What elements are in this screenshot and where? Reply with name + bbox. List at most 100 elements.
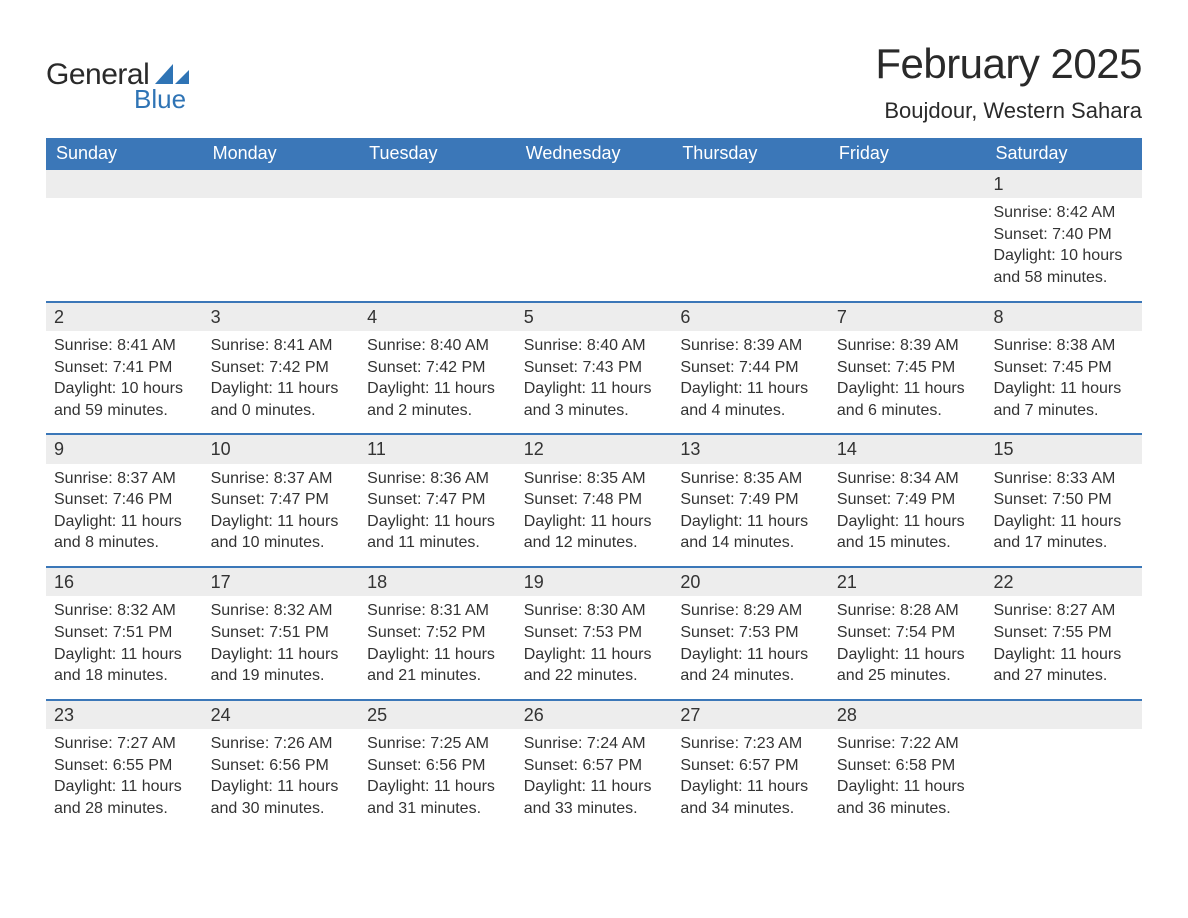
- daylight-line: Daylight: 11 hours and 6 minutes.: [837, 378, 978, 421]
- month-title: February 2025: [875, 40, 1142, 88]
- day-cell: 25 Sunrise: 7:25 AMSunset: 6:56 PMDayligh…: [359, 701, 516, 832]
- sunrise-line: Sunrise: 7:22 AM: [837, 733, 978, 755]
- day-body: [829, 198, 986, 214]
- weekday-header: Friday: [829, 138, 986, 170]
- day-number: 14: [829, 435, 986, 463]
- logo-blue-text: Blue: [134, 84, 186, 115]
- day-cell: [672, 170, 829, 301]
- sunset-line: Sunset: 6:56 PM: [211, 755, 352, 777]
- day-cell: 4Sunrise: 8:40 AMSunset: 7:42 PMDaylight…: [359, 303, 516, 434]
- sunrise-line: Sunrise: 8:32 AM: [54, 600, 195, 622]
- day-number: 11: [359, 435, 516, 463]
- sunrise-line: Sunrise: 8:40 AM: [367, 335, 508, 357]
- sunrise-line: Sunrise: 8:40 AM: [524, 335, 665, 357]
- sunrise-line: Sunrise: 8:35 AM: [524, 468, 665, 490]
- daylight-line: Daylight: 11 hours and 8 minutes.: [54, 511, 195, 554]
- week-row: 16Sunrise: 8:32 AMSunset: 7:51 PMDayligh…: [46, 566, 1142, 699]
- sunrise-line: Sunrise: 8:37 AM: [211, 468, 352, 490]
- sunrise-line: Sunrise: 8:39 AM: [837, 335, 978, 357]
- daylight-line: Daylight: 10 hours and 58 minutes.: [993, 245, 1134, 288]
- day-number: 16: [46, 568, 203, 596]
- daylight-line: Daylight: 11 hours and 7 minutes.: [993, 378, 1134, 421]
- day-cell: 13Sunrise: 8:35 AMSunset: 7:49 PMDayligh…: [672, 435, 829, 566]
- day-number: 24: [203, 701, 360, 729]
- day-number: 21: [829, 568, 986, 596]
- day-number: 2: [46, 303, 203, 331]
- day-body: Sunrise: 8:32 AMSunset: 7:51 PMDaylight:…: [203, 596, 360, 698]
- day-body: Sunrise: 7:24 AMSunset: 6:57 PMDaylight:…: [516, 729, 673, 831]
- day-body: Sunrise: 8:40 AMSunset: 7:43 PMDaylight:…: [516, 331, 673, 433]
- header: General Blue February 2025 Boujdour, Wes…: [46, 40, 1142, 124]
- day-body: Sunrise: 8:27 AMSunset: 7:55 PMDaylight:…: [985, 596, 1142, 698]
- sunrise-line: Sunrise: 8:33 AM: [993, 468, 1134, 490]
- sunset-line: Sunset: 7:53 PM: [680, 622, 821, 644]
- week-row: 1Sunrise: 8:42 AMSunset: 7:40 PMDaylight…: [46, 170, 1142, 301]
- sunset-line: Sunset: 7:47 PM: [367, 489, 508, 511]
- sunset-line: Sunset: 7:49 PM: [680, 489, 821, 511]
- day-body: [46, 198, 203, 214]
- sunrise-line: Sunrise: 8:41 AM: [211, 335, 352, 357]
- day-cell: 18Sunrise: 8:31 AMSunset: 7:52 PMDayligh…: [359, 568, 516, 699]
- day-cell: 6Sunrise: 8:39 AMSunset: 7:44 PMDaylight…: [672, 303, 829, 434]
- location: Boujdour, Western Sahara: [875, 98, 1142, 124]
- daylight-line: Daylight: 11 hours and 15 minutes.: [837, 511, 978, 554]
- daylight-line: Daylight: 11 hours and 27 minutes.: [993, 644, 1134, 687]
- day-body: Sunrise: 7:23 AMSunset: 6:57 PMDaylight:…: [672, 729, 829, 831]
- sunrise-line: Sunrise: 8:39 AM: [680, 335, 821, 357]
- sunrise-line: Sunrise: 7:23 AM: [680, 733, 821, 755]
- day-number: [46, 170, 203, 198]
- day-number: 4: [359, 303, 516, 331]
- daylight-line: Daylight: 10 hours and 59 minutes.: [54, 378, 195, 421]
- sunset-line: Sunset: 7:40 PM: [993, 224, 1134, 246]
- day-number: 17: [203, 568, 360, 596]
- daylight-line: Daylight: 11 hours and 17 minutes.: [993, 511, 1134, 554]
- sunset-line: Sunset: 7:44 PM: [680, 357, 821, 379]
- day-cell: 23Sunrise: 7:27 AMSunset: 6:55 PMDayligh…: [46, 701, 203, 832]
- week-row: 9Sunrise: 8:37 AMSunset: 7:46 PMDaylight…: [46, 433, 1142, 566]
- day-body: Sunrise: 8:29 AMSunset: 7:53 PMDaylight:…: [672, 596, 829, 698]
- day-number: 6: [672, 303, 829, 331]
- sunset-line: Sunset: 6:56 PM: [367, 755, 508, 777]
- weekday-header: Wednesday: [516, 138, 673, 170]
- day-body: Sunrise: 8:30 AMSunset: 7:53 PMDaylight:…: [516, 596, 673, 698]
- day-body: Sunrise: 8:37 AMSunset: 7:47 PMDaylight:…: [203, 464, 360, 566]
- sunset-line: Sunset: 7:45 PM: [837, 357, 978, 379]
- daylight-line: Daylight: 11 hours and 28 minutes.: [54, 776, 195, 819]
- sunrise-line: Sunrise: 8:35 AM: [680, 468, 821, 490]
- weekday-header: Tuesday: [359, 138, 516, 170]
- day-number: 19: [516, 568, 673, 596]
- day-number: 25: [359, 701, 516, 729]
- day-cell: 7Sunrise: 8:39 AMSunset: 7:45 PMDaylight…: [829, 303, 986, 434]
- sunrise-line: Sunrise: 8:32 AM: [211, 600, 352, 622]
- day-cell: 24Sunrise: 7:26 AMSunset: 6:56 PMDayligh…: [203, 701, 360, 832]
- day-cell: 27Sunrise: 7:23 AMSunset: 6:57 PMDayligh…: [672, 701, 829, 832]
- day-body: Sunrise: 8:32 AMSunset: 7:51 PMDaylight:…: [46, 596, 203, 698]
- sunrise-line: Sunrise: 8:36 AM: [367, 468, 508, 490]
- weekday-header-row: Sunday Monday Tuesday Wednesday Thursday…: [46, 138, 1142, 170]
- day-cell: 12Sunrise: 8:35 AMSunset: 7:48 PMDayligh…: [516, 435, 673, 566]
- day-body: Sunrise: 7:27 AMSunset: 6:55 PMDaylight:…: [46, 729, 203, 831]
- day-body: Sunrise: 8:41 AMSunset: 7:41 PMDaylight:…: [46, 331, 203, 433]
- sunrise-line: Sunrise: 7:27 AM: [54, 733, 195, 755]
- daylight-line: Daylight: 11 hours and 31 minutes.: [367, 776, 508, 819]
- day-number: [985, 701, 1142, 729]
- weekday-header: Thursday: [672, 138, 829, 170]
- title-block: February 2025 Boujdour, Western Sahara: [875, 40, 1142, 124]
- day-cell: 3Sunrise: 8:41 AMSunset: 7:42 PMDaylight…: [203, 303, 360, 434]
- day-number: 22: [985, 568, 1142, 596]
- day-cell: 17Sunrise: 8:32 AMSunset: 7:51 PMDayligh…: [203, 568, 360, 699]
- sunrise-line: Sunrise: 7:25 AM: [367, 733, 508, 755]
- day-number: 28: [829, 701, 986, 729]
- sunset-line: Sunset: 7:43 PM: [524, 357, 665, 379]
- sunrise-line: Sunrise: 7:24 AM: [524, 733, 665, 755]
- day-body: Sunrise: 7:26 AMSunset: 6:56 PMDaylight:…: [203, 729, 360, 831]
- day-number: 8: [985, 303, 1142, 331]
- sail-icon: [155, 64, 189, 86]
- day-cell: 19Sunrise: 8:30 AMSunset: 7:53 PMDayligh…: [516, 568, 673, 699]
- day-number: 27: [672, 701, 829, 729]
- daylight-line: Daylight: 11 hours and 0 minutes.: [211, 378, 352, 421]
- day-body: Sunrise: 8:42 AMSunset: 7:40 PMDaylight:…: [985, 198, 1142, 300]
- day-cell: 21Sunrise: 8:28 AMSunset: 7:54 PMDayligh…: [829, 568, 986, 699]
- daylight-line: Daylight: 11 hours and 30 minutes.: [211, 776, 352, 819]
- day-cell: 9Sunrise: 8:37 AMSunset: 7:46 PMDaylight…: [46, 435, 203, 566]
